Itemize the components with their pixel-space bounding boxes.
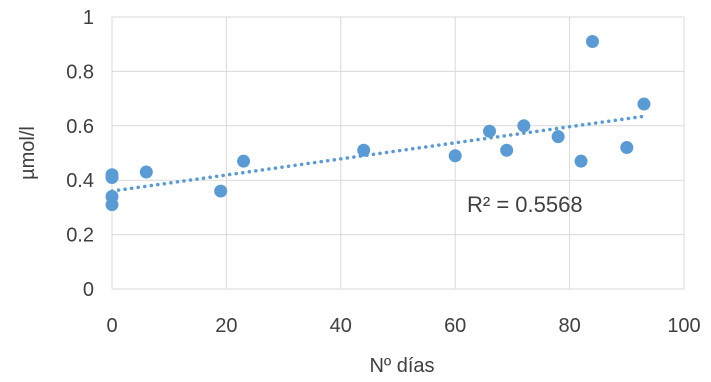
data-point xyxy=(637,97,651,111)
x-tick-label: 60 xyxy=(444,315,466,337)
data-point xyxy=(585,34,599,48)
gridlines xyxy=(111,16,685,290)
x-axis-label: Nº días xyxy=(369,355,434,377)
y-tick-label: 0.8 xyxy=(66,61,94,83)
data-point xyxy=(105,198,119,212)
r-squared-annotation: R² = 0.5568 xyxy=(467,192,583,217)
x-tick-label: 100 xyxy=(667,315,700,337)
data-point xyxy=(357,143,371,157)
y-tick-label: 0.4 xyxy=(66,170,94,192)
x-tick-label: 40 xyxy=(330,315,352,337)
y-tick-label: 0 xyxy=(83,279,94,301)
data-point xyxy=(237,154,251,168)
y-tick-label: 0.2 xyxy=(66,225,94,247)
data-point xyxy=(105,170,119,184)
y-tick-label: 0.6 xyxy=(66,116,94,138)
data-point xyxy=(483,124,497,138)
data-point xyxy=(574,154,588,168)
x-tick-labels: 0 20 40 60 80 100 xyxy=(106,315,700,337)
x-tick-label: 0 xyxy=(106,315,117,337)
y-tick-label: 1 xyxy=(83,7,94,29)
data-point xyxy=(500,143,514,157)
data-point xyxy=(214,184,228,198)
y-axis-label: µmol/l xyxy=(17,126,39,180)
x-tick-label: 20 xyxy=(215,315,237,337)
x-tick-label: 80 xyxy=(558,315,580,337)
trendline-path xyxy=(110,114,646,193)
data-point xyxy=(517,119,531,133)
trendline xyxy=(110,114,646,193)
data-point xyxy=(620,141,634,155)
y-tick-labels: 0 0.2 0.4 0.6 0.8 1 xyxy=(66,7,94,301)
data-point xyxy=(551,130,565,144)
data-point xyxy=(448,149,462,163)
data-points xyxy=(105,34,651,212)
data-point xyxy=(139,165,153,179)
